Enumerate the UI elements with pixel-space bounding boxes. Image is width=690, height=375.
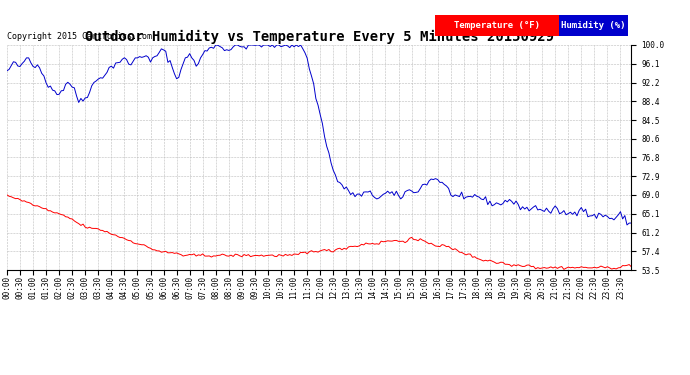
Text: Temperature (°F): Temperature (°F): [454, 21, 540, 30]
Text: Copyright 2015 Cartronics.com: Copyright 2015 Cartronics.com: [7, 32, 152, 41]
Text: Humidity (%): Humidity (%): [561, 21, 626, 30]
Title: Outdoor Humidity vs Temperature Every 5 Minutes 20150929: Outdoor Humidity vs Temperature Every 5 …: [85, 30, 553, 44]
